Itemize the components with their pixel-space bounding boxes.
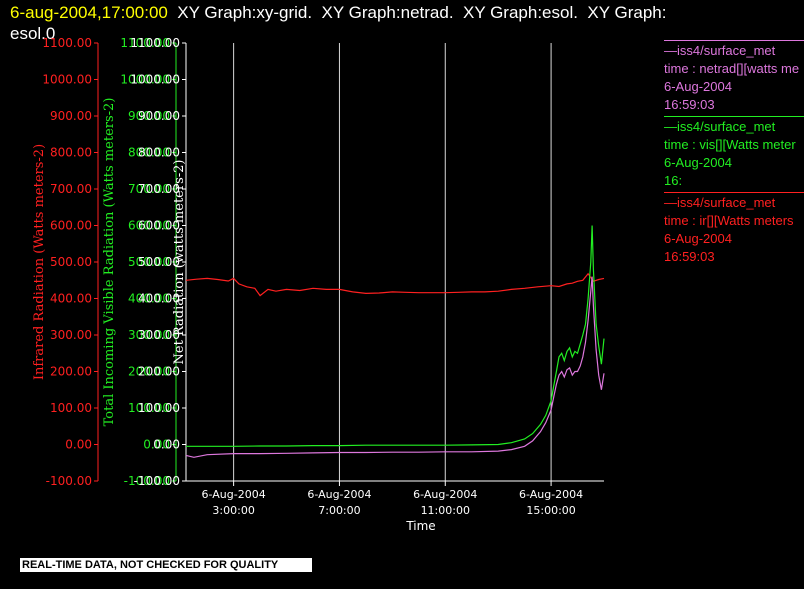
x-tick-label-time: 11:00:00 xyxy=(421,504,470,517)
y-tick-label-ir: -100.00 xyxy=(46,474,92,488)
y-tick-label-vis: -100.00 xyxy=(124,474,170,488)
y-tick-label-vis: 900.00 xyxy=(128,109,170,123)
y-tick-label-net: 1000.00 xyxy=(130,73,180,87)
legend-source: —iss4/surface_met xyxy=(664,195,776,210)
y-axis-label-vis: Total Incoming Visible Radiation (Watts … xyxy=(102,98,117,427)
y-tick-label-vis: 100.00 xyxy=(128,401,170,415)
legend-time: 16: xyxy=(664,173,683,188)
y-axis-label-ir: Infrared Radiation (Watts meters-2) xyxy=(32,144,47,380)
y-tick-label-net: 0.00 xyxy=(153,438,180,452)
y-tick-label-vis: 700.00 xyxy=(128,182,170,196)
y-tick-label-ir: 700.00 xyxy=(50,182,92,196)
x-tick-label-time: 3:00:00 xyxy=(212,504,254,517)
y-tick-label-vis: 300.00 xyxy=(128,328,170,342)
x-tick-label-date: 6-Aug-2004 xyxy=(307,488,371,501)
y-tick-label-net: 500.00 xyxy=(138,255,180,269)
legend-variable: time : ir[][Watts meters xyxy=(664,213,794,228)
x-tick-label-time: 7:00:00 xyxy=(318,504,360,517)
legend-entry-ir: —iss4/surface_met time : ir[][Watts mete… xyxy=(664,192,804,266)
y-tick-label-vis: 400.00 xyxy=(128,292,170,306)
legend-entry-vis: —iss4/surface_met time : vis[][Watts met… xyxy=(664,116,804,190)
legend-entry-net: —iss4/surface_met time : netrad[][watts … xyxy=(664,40,804,114)
y-axis-label-net: Net Radiation (watts meters-2) xyxy=(172,160,187,365)
y-tick-label-net: 300.00 xyxy=(138,328,180,342)
series-line-net xyxy=(185,276,605,458)
legend-variable: time : netrad[][watts me xyxy=(664,61,800,76)
y-tick-label-ir: 0.00 xyxy=(65,438,92,452)
legend-date: 6-Aug-2004 xyxy=(664,231,732,246)
y-tick-label-ir: 500.00 xyxy=(50,255,92,269)
y-tick-label-ir: 1000.00 xyxy=(42,73,92,87)
y-tick-label-ir: 600.00 xyxy=(50,219,92,233)
legend-source: —iss4/surface_met xyxy=(664,119,776,134)
y-tick-label-vis: 500.00 xyxy=(128,255,170,269)
y-tick-label-vis: 1000.00 xyxy=(120,73,170,87)
y-tick-label-net: 700.00 xyxy=(138,182,180,196)
y-tick-label-vis: 0.00 xyxy=(143,438,170,452)
legend-date: 6-Aug-2004 xyxy=(664,79,732,94)
x-axis-label: Time xyxy=(405,519,435,533)
x-tick-label-date: 6-Aug-2004 xyxy=(413,488,477,501)
legend-variable: time : vis[][Watts meter xyxy=(664,137,796,152)
y-tick-label-net: 200.00 xyxy=(138,365,180,379)
y-tick-label-ir: 900.00 xyxy=(50,109,92,123)
legend-date: 6-Aug-2004 xyxy=(664,155,732,170)
series-line-ir xyxy=(185,272,605,297)
y-tick-label-net: 600.00 xyxy=(138,219,180,233)
header-timestamp: 6-aug-2004,17:00:00 xyxy=(10,3,168,22)
y-tick-label-ir: 200.00 xyxy=(50,365,92,379)
y-tick-label-vis: 600.00 xyxy=(128,219,170,233)
y-tick-label-ir: 300.00 xyxy=(50,328,92,342)
y-tick-label-vis: 800.00 xyxy=(128,146,170,160)
y-tick-label-net: 1100.00 xyxy=(130,36,180,50)
y-tick-label-net: 800.00 xyxy=(138,146,180,160)
y-tick-label-ir: 100.00 xyxy=(50,401,92,415)
x-tick-label-date: 6-Aug-2004 xyxy=(519,488,583,501)
y-tick-label-ir: 400.00 xyxy=(50,292,92,306)
x-tick-label-date: 6-Aug-2004 xyxy=(202,488,266,501)
series-line-vis xyxy=(186,225,605,447)
legend-time: 16:59:03 xyxy=(664,249,715,264)
legend-source: —iss4/surface_met xyxy=(664,43,776,58)
legend: —iss4/surface_met time : netrad[][watts … xyxy=(664,40,804,268)
legend-time: 16:59:03 xyxy=(664,97,715,112)
y-tick-label-net: 900.00 xyxy=(138,109,180,123)
y-tick-label-net: 400.00 xyxy=(138,292,180,306)
x-tick-label-time: 15:00:00 xyxy=(526,504,575,517)
header-title: XY Graph:xy-grid. XY Graph:netrad. XY Gr… xyxy=(167,3,667,22)
chart-header: 6-aug-2004,17:00:00 XY Graph:xy-grid. XY… xyxy=(10,2,790,44)
header-title-line2: esol.0 xyxy=(10,24,56,43)
y-tick-label-net: 100.00 xyxy=(138,401,180,415)
y-tick-label-ir: 800.00 xyxy=(50,146,92,160)
quality-notice: REAL-TIME DATA, NOT CHECKED FOR QUALITY xyxy=(20,558,312,572)
y-tick-label-ir: 1100.00 xyxy=(42,36,92,50)
y-tick-label-vis: 200.00 xyxy=(128,365,170,379)
y-tick-label-net: -100.00 xyxy=(134,474,180,488)
y-tick-label-vis: 1100.00 xyxy=(120,36,170,50)
